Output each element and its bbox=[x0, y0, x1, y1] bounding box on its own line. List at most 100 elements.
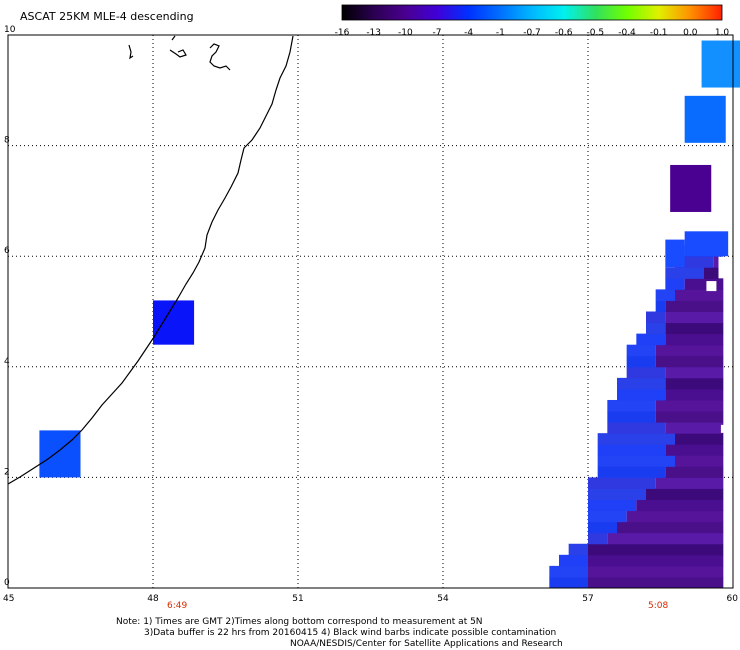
pass-time-label: 5:08 bbox=[648, 601, 668, 611]
map-plot-area bbox=[7, 34, 740, 589]
island-outline bbox=[209, 43, 231, 71]
swath-cell bbox=[607, 411, 656, 423]
swath-gap bbox=[706, 281, 717, 292]
colorbar-gradient bbox=[341, 4, 723, 21]
swath-cell bbox=[665, 377, 724, 390]
colorbar-label: -4 bbox=[464, 28, 473, 38]
swath-cell bbox=[626, 344, 656, 357]
colorbar-label: -0.7 bbox=[523, 28, 541, 38]
swath-cell bbox=[636, 333, 666, 346]
swath-cell bbox=[675, 289, 724, 301]
colorbar-label: -0.4 bbox=[618, 28, 636, 38]
wind-cell bbox=[701, 40, 740, 88]
swath-cell bbox=[665, 239, 685, 268]
lat-tick-label: 10 bbox=[4, 25, 16, 35]
colorbar-label: -10 bbox=[398, 28, 413, 38]
swath-cell bbox=[549, 565, 588, 578]
colorbar-label: -7 bbox=[433, 28, 442, 38]
island-outline bbox=[169, 35, 187, 58]
swath-cell bbox=[665, 311, 724, 324]
swath-cell bbox=[675, 256, 714, 268]
swath-cell bbox=[655, 289, 675, 301]
swath-cell bbox=[597, 466, 666, 478]
swath-cell bbox=[665, 322, 724, 335]
swath-cell bbox=[588, 576, 724, 589]
lon-tick-label: 57 bbox=[582, 594, 593, 604]
swath-cell bbox=[675, 433, 724, 445]
swath-cell bbox=[607, 532, 724, 545]
colorbar-label: -1 bbox=[496, 28, 505, 38]
lat-tick-label: 8 bbox=[4, 136, 10, 146]
colorbar-label: -0.6 bbox=[555, 28, 573, 38]
swath-gap bbox=[720, 424, 729, 433]
swath-cell bbox=[665, 422, 724, 434]
wind-data-cells bbox=[39, 40, 740, 478]
note-line-3: NOAA/NESDIS/Center for Satellite Applica… bbox=[290, 639, 563, 649]
swath-cell bbox=[626, 510, 724, 523]
colorbar-label: 0.0 bbox=[683, 28, 698, 38]
swath-cell bbox=[665, 333, 724, 346]
swath-cell bbox=[655, 300, 666, 312]
swath-cell bbox=[665, 366, 724, 379]
colorbar-label: 1.0 bbox=[715, 28, 730, 38]
swath-cell bbox=[626, 355, 656, 368]
swath-cell bbox=[655, 399, 724, 412]
swath-cell bbox=[588, 543, 724, 556]
colorbar-label: -16 bbox=[335, 28, 350, 38]
swath-cell bbox=[646, 322, 666, 335]
lat-tick-label: 4 bbox=[4, 357, 10, 367]
swath-cell bbox=[607, 422, 666, 434]
lat-tick-label: 6 bbox=[4, 246, 10, 256]
swath-cell bbox=[559, 554, 588, 567]
swath-cell bbox=[665, 267, 704, 279]
swath-cell bbox=[655, 477, 724, 489]
swath-cell bbox=[588, 521, 617, 534]
island-outline bbox=[128, 44, 134, 60]
swath-cell bbox=[655, 355, 724, 368]
lon-tick-label: 51 bbox=[292, 594, 303, 604]
swath-cell bbox=[713, 256, 719, 268]
swath-cell bbox=[617, 377, 666, 390]
wind-cell bbox=[670, 164, 712, 212]
swath-cell bbox=[588, 488, 646, 501]
swath-cell bbox=[636, 499, 724, 512]
swath-cell bbox=[597, 433, 675, 445]
swath-cell bbox=[588, 477, 656, 489]
colorbar: -16 -13 -10 -7 -4 -1 -0.7 -0.6 -0.5 -0.4 -0.1 0.0 1.… bbox=[335, 4, 730, 38]
colorbar-label: -0.5 bbox=[587, 28, 605, 38]
pass-time-label: 6:49 bbox=[167, 601, 187, 611]
swath-cell bbox=[684, 231, 729, 257]
swath-cell bbox=[588, 532, 608, 545]
swath-cell bbox=[617, 521, 724, 534]
wind-cell bbox=[153, 300, 195, 345]
lon-tick-label: 45 bbox=[3, 594, 14, 604]
swath-cell bbox=[704, 267, 719, 279]
swath-cell bbox=[588, 510, 627, 523]
swath-cell bbox=[549, 576, 588, 589]
wind-cell bbox=[684, 95, 726, 143]
swath-cell bbox=[597, 455, 675, 467]
swath-cell bbox=[665, 278, 685, 290]
swath-cell bbox=[655, 411, 724, 423]
colorbar-label: -0.1 bbox=[650, 28, 668, 38]
swath-cell bbox=[655, 344, 724, 357]
lon-tick-label: 48 bbox=[147, 594, 159, 604]
swath-cell bbox=[646, 311, 666, 324]
swath-cell bbox=[675, 455, 724, 467]
latitude-tick-labels: 10 8 6 4 2 0 bbox=[4, 25, 16, 588]
swath-cell bbox=[665, 466, 724, 478]
swath-cell bbox=[597, 444, 666, 456]
swath-cell bbox=[617, 388, 666, 401]
colorbar-label: -13 bbox=[366, 28, 381, 38]
swath-cell bbox=[588, 565, 724, 578]
coastline bbox=[7, 35, 294, 485]
swath-cell bbox=[626, 366, 666, 379]
swath-cell bbox=[665, 300, 724, 312]
swath-cell bbox=[665, 444, 724, 456]
lon-tick-label: 54 bbox=[437, 594, 449, 604]
map-title: ASCAT 25KM MLE-4 descending bbox=[20, 10, 194, 23]
longitude-tick-labels: 45 48 51 54 57 60 bbox=[3, 594, 738, 604]
lat-tick-label: 0 bbox=[4, 578, 10, 588]
note-line-1: Note: 1) Times are GMT 2)Times along bot… bbox=[116, 617, 483, 627]
